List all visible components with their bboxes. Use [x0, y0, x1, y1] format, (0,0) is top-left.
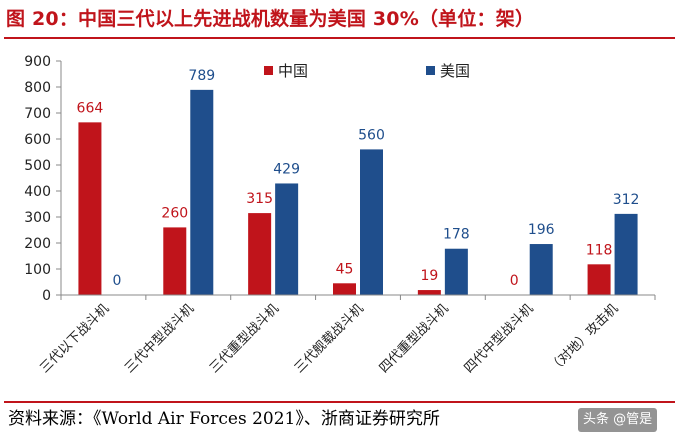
category-label: 四代重型战斗机: [376, 301, 452, 377]
y-tick-label: 0: [42, 288, 51, 304]
china-bar: [417, 290, 441, 295]
china-value-label: 315: [246, 191, 273, 207]
y-tick-label: 600: [24, 132, 51, 148]
usa-value-label: 312: [613, 192, 640, 208]
y-tick-label: 300: [24, 210, 51, 226]
x-axis: 三代以下战斗机 三代中型战斗机 三代重型战斗机 三代舰载战斗机 四代重型战斗机 四代中型战…: [37, 294, 656, 377]
china-bar: [333, 283, 356, 295]
usa-bar: [444, 248, 468, 295]
usa-value-label: 0: [112, 273, 121, 289]
usa-bar: [529, 244, 553, 295]
chart-title: 图 20：中国三代以上先进战机数量为美国 30%（单位：架）: [6, 8, 535, 30]
legend: 中国 美国: [264, 62, 470, 80]
y-tick-label: 700: [24, 106, 51, 122]
usa-value-label: 429: [273, 161, 300, 177]
category-label: （对地）攻击机: [546, 301, 621, 376]
watermark: 头条 @管是: [578, 408, 658, 432]
usa-legend-label: 美国: [440, 62, 470, 80]
china-value-label: 260: [161, 205, 188, 221]
china-value-label: 45: [336, 261, 354, 277]
china-legend-swatch: [264, 66, 273, 75]
bar-series: [78, 89, 638, 295]
china-value-label: 118: [586, 242, 613, 258]
china-bar: [248, 213, 272, 295]
usa-value-label: 560: [358, 127, 385, 143]
category-label: 三代重型战斗机: [206, 301, 282, 377]
y-tick-label: 100: [24, 262, 51, 278]
usa-bar: [275, 183, 299, 295]
china-bar: [587, 264, 611, 295]
usa-bar: [360, 149, 383, 295]
china-value-label: 664: [77, 100, 104, 116]
source-note: 资料来源：《World Air Forces 2021》、浙商证券研究所: [8, 409, 440, 429]
usa-value-label: 789: [188, 68, 215, 84]
usa-bar: [614, 213, 638, 295]
usa-value-label: 196: [528, 222, 555, 238]
china-value-label: 0: [510, 273, 519, 289]
y-tick-label: 900: [24, 54, 51, 70]
y-tick-label: 400: [24, 184, 51, 200]
y-tick-label: 500: [24, 158, 51, 174]
china-bar: [78, 122, 102, 295]
usa-legend-swatch: [426, 66, 435, 75]
china-bar: [163, 227, 187, 295]
y-tick-label: 200: [24, 236, 51, 252]
category-label: 三代以下战斗机: [37, 301, 112, 376]
category-label: 三代中型战斗机: [122, 301, 197, 376]
source-divider: [4, 401, 675, 403]
china-legend-label: 中国: [278, 62, 308, 80]
y-axis: 0 100 200 300 400 500 600 700 800 900: [24, 54, 62, 304]
china-value-label: 19: [420, 268, 438, 284]
title-divider: [4, 37, 675, 39]
bar-chart: 0 100 200 300 400 500 600 700 800 900 664 0 260 789 3…: [24, 54, 656, 377]
category-label: 四代中型战斗机: [462, 301, 537, 376]
category-label: 三代舰载战斗机: [292, 301, 367, 376]
usa-value-label: 178: [443, 227, 470, 243]
usa-bar: [190, 89, 214, 295]
y-tick-label: 800: [24, 80, 51, 96]
